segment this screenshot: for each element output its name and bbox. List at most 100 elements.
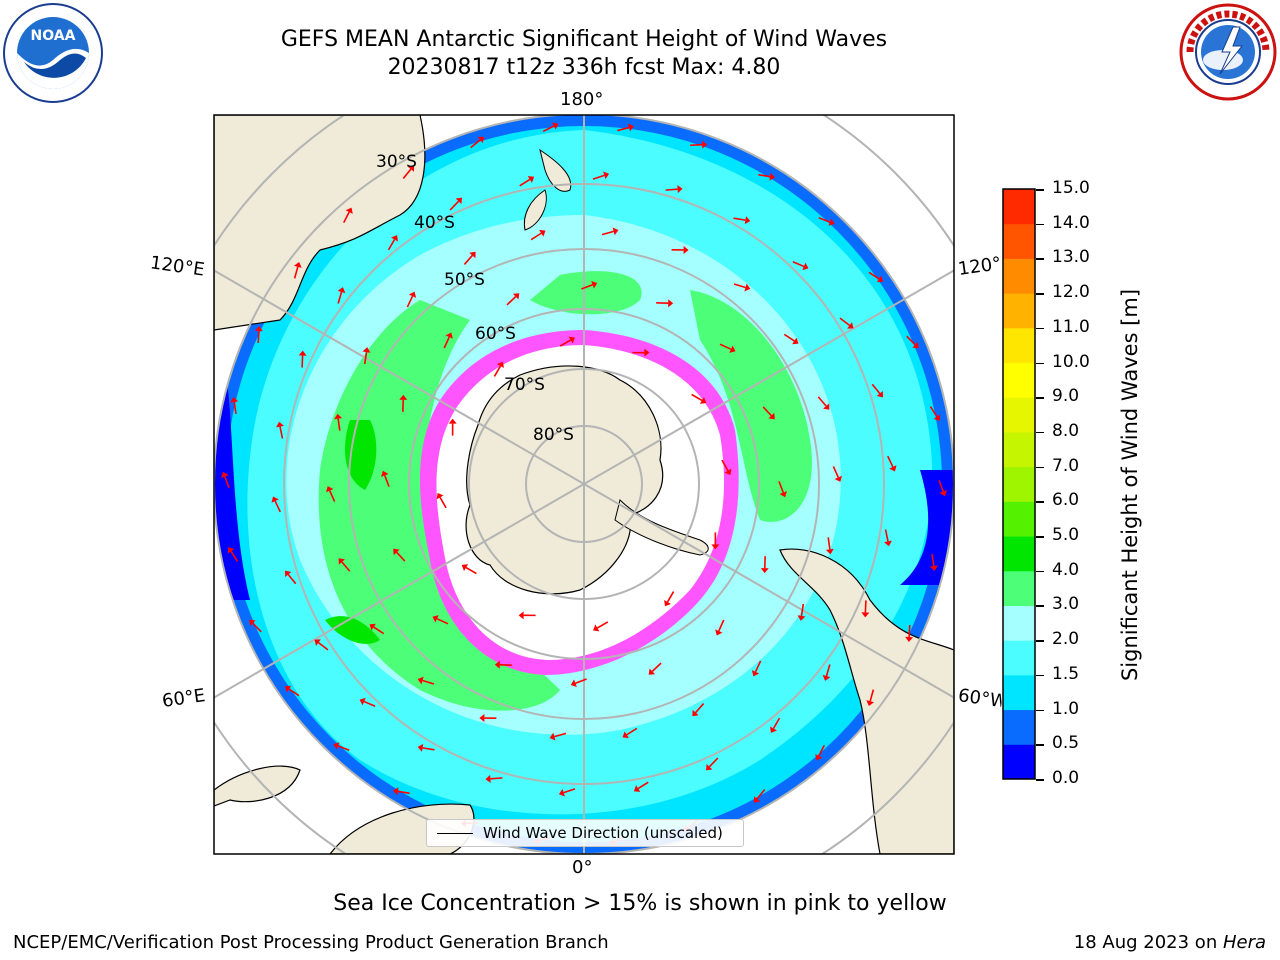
legend-line-swatch bbox=[437, 832, 473, 834]
chart-title: GEFS MEAN Antarctic Significant Height o… bbox=[280, 27, 888, 52]
wave-arrow-head bbox=[432, 615, 439, 623]
colorbar-band bbox=[1003, 674, 1035, 711]
wave-arrow-head bbox=[549, 732, 556, 741]
colorbar-tick-mark bbox=[1036, 674, 1044, 677]
wave-arrow-head bbox=[285, 570, 292, 577]
lon-label-bottom: 0° bbox=[572, 857, 593, 878]
colorbar-tick-label: 7.0 bbox=[1052, 455, 1080, 476]
wave-arrow-head bbox=[929, 565, 938, 571]
wave-arrow-shaft bbox=[792, 260, 805, 268]
wave-arrow-head bbox=[417, 676, 424, 685]
wave-arrow-shaft bbox=[337, 291, 343, 304]
sea-ice-caption: Sea Ice Concentration > 15% is shown in … bbox=[333, 891, 947, 916]
map-frame bbox=[213, 114, 955, 855]
wave-arrow-head bbox=[699, 396, 707, 404]
colorbar-tick-mark bbox=[1036, 189, 1044, 191]
wave-arrow-shaft bbox=[406, 295, 414, 308]
colorbar-band bbox=[1003, 536, 1035, 572]
wave-arrow-head bbox=[612, 227, 619, 236]
wave-arrow-head bbox=[359, 697, 366, 706]
wave-arrow-head bbox=[711, 544, 720, 550]
footer-date-text: 18 Aug 2023 on bbox=[1073, 932, 1223, 953]
wave-arrow-head bbox=[729, 345, 736, 353]
wave-arrow-head bbox=[768, 412, 775, 420]
wave-arrow-head bbox=[760, 568, 769, 574]
colorbar-tick-mark bbox=[1036, 258, 1044, 260]
wave-arrow-shaft bbox=[721, 459, 729, 472]
footer-machine: Hera bbox=[1222, 932, 1266, 953]
wave-arrow-shaft bbox=[252, 622, 262, 633]
wave-arrow-head bbox=[539, 229, 546, 237]
wave-arrow-head bbox=[392, 787, 399, 796]
wave-arrow-shaft bbox=[908, 624, 911, 638]
wave-arrow-shaft bbox=[554, 732, 567, 738]
colorbar-tick-label: 1.0 bbox=[1052, 698, 1080, 719]
wave-arrow-shaft bbox=[287, 573, 297, 585]
wave-arrow-shaft bbox=[581, 284, 593, 290]
wave-arrow-shaft bbox=[575, 678, 587, 684]
colorbar-tick-label: 0.5 bbox=[1052, 733, 1080, 754]
wave-arrow-head bbox=[876, 391, 883, 398]
wave-arrow-shaft bbox=[818, 744, 826, 757]
wave-arrow-shaft bbox=[869, 689, 875, 702]
wave-arrow-shaft bbox=[665, 188, 678, 191]
wave-arrow-head bbox=[381, 470, 389, 477]
wave-arrow-shaft bbox=[754, 660, 762, 673]
wave-arrow-head bbox=[552, 122, 559, 130]
wave-arrow-head bbox=[822, 674, 831, 681]
wave-arrow-head bbox=[326, 486, 334, 493]
wave-arrow-head bbox=[834, 475, 842, 482]
wave-arrow-head bbox=[744, 283, 751, 292]
wave-arrow-shaft bbox=[666, 591, 675, 603]
wave-arrow-shaft bbox=[617, 126, 630, 132]
colorbar-band bbox=[1003, 293, 1035, 329]
wave-arrow-shaft bbox=[906, 335, 916, 346]
wave-arrow-shaft bbox=[506, 296, 517, 306]
colorbar-tick-label: 9.0 bbox=[1052, 386, 1080, 407]
wave-arrow-head bbox=[861, 612, 870, 618]
colorbar-tick-mark bbox=[1036, 536, 1044, 538]
wave-arrow-shaft bbox=[328, 490, 336, 502]
wind-wave-arrows bbox=[221, 122, 947, 846]
wave-arrow-head bbox=[705, 763, 713, 771]
wave-arrow-shaft bbox=[387, 239, 396, 251]
graticule bbox=[214, 115, 954, 854]
wave-arrow-shaft bbox=[317, 641, 329, 651]
wave-arrow-head bbox=[876, 275, 884, 283]
wave-arrow-shaft bbox=[470, 139, 481, 149]
wave-arrow-head bbox=[744, 216, 751, 225]
wave-arrow-head bbox=[664, 599, 672, 607]
wave-arrow-shaft bbox=[257, 330, 260, 344]
wave-arrow-head bbox=[751, 670, 760, 677]
footer-date: 18 Aug 2023 on Hera bbox=[1074, 932, 1266, 953]
wave-arrow-shaft bbox=[733, 217, 746, 221]
wave-arrow-shaft bbox=[778, 481, 784, 493]
wave-arrow-shaft bbox=[293, 266, 299, 279]
wave-arrow-shaft bbox=[695, 703, 705, 714]
wave-arrow-shaft bbox=[224, 476, 230, 488]
wave-arrow-shaft bbox=[818, 216, 831, 223]
colorbar-band bbox=[1003, 397, 1035, 433]
wave-arrow-head bbox=[692, 709, 699, 717]
wave-arrow-shaft bbox=[718, 619, 725, 632]
wave-arrow-shaft bbox=[402, 168, 412, 179]
colorbar-tick-mark bbox=[1036, 327, 1044, 330]
wave-arrow-shaft bbox=[465, 566, 477, 575]
wave-arrow-head bbox=[622, 731, 629, 739]
wave-arrow-shaft bbox=[422, 747, 435, 751]
wave-arrow-shaft bbox=[626, 727, 638, 736]
wave-arrow-shaft bbox=[817, 396, 827, 407]
wave-arrow-head bbox=[591, 281, 598, 289]
colorbar-tick-mark bbox=[1036, 570, 1044, 573]
colorbar-band bbox=[1003, 466, 1035, 502]
wave-arrow-shaft bbox=[708, 757, 719, 768]
wave-arrow-head bbox=[570, 679, 577, 687]
wave-arrow-shaft bbox=[337, 418, 341, 431]
wave-arrow-head bbox=[479, 714, 485, 723]
wave-arrow-head bbox=[399, 394, 408, 400]
colorbar-band bbox=[1003, 362, 1035, 398]
wave-arrow-head bbox=[338, 558, 345, 565]
wave-arrow-shaft bbox=[651, 662, 662, 672]
wave-arrow-shaft bbox=[274, 500, 282, 513]
wave-arrow-head bbox=[448, 418, 457, 424]
